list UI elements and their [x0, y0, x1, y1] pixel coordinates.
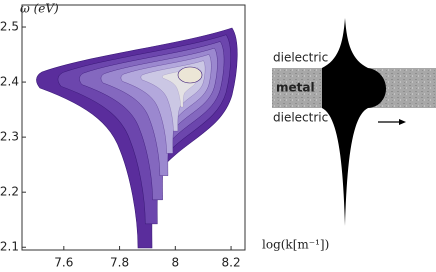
middle-label: metal	[276, 81, 315, 95]
y-tick-label: 2.5	[0, 20, 19, 34]
bottom-label: dielectric	[273, 111, 328, 125]
field-profile	[322, 18, 386, 226]
x-tick-label: 7.6	[54, 256, 73, 269]
x-axis-label: log(k[m⁻¹])	[262, 238, 329, 252]
y-axis-label: ω (eV)	[20, 2, 59, 16]
arrow-head	[399, 119, 406, 125]
plot-frame	[21, 4, 246, 251]
y-tick-label: 2.3	[0, 130, 19, 144]
top-label: dielectric	[273, 51, 328, 65]
contour-peak	[177, 66, 203, 84]
x-tick-label: 8	[171, 256, 179, 269]
y-tick-label: 2.4	[0, 75, 19, 89]
x-tick-label: 8.2	[222, 256, 241, 269]
y-tick-label: 2.1	[0, 240, 19, 254]
diagram: dielectric metal dielectric	[272, 18, 436, 226]
y-tick-label: 2.2	[0, 185, 19, 199]
contour-bands	[35, 27, 238, 249]
x-tick-label: 7.8	[110, 256, 129, 269]
